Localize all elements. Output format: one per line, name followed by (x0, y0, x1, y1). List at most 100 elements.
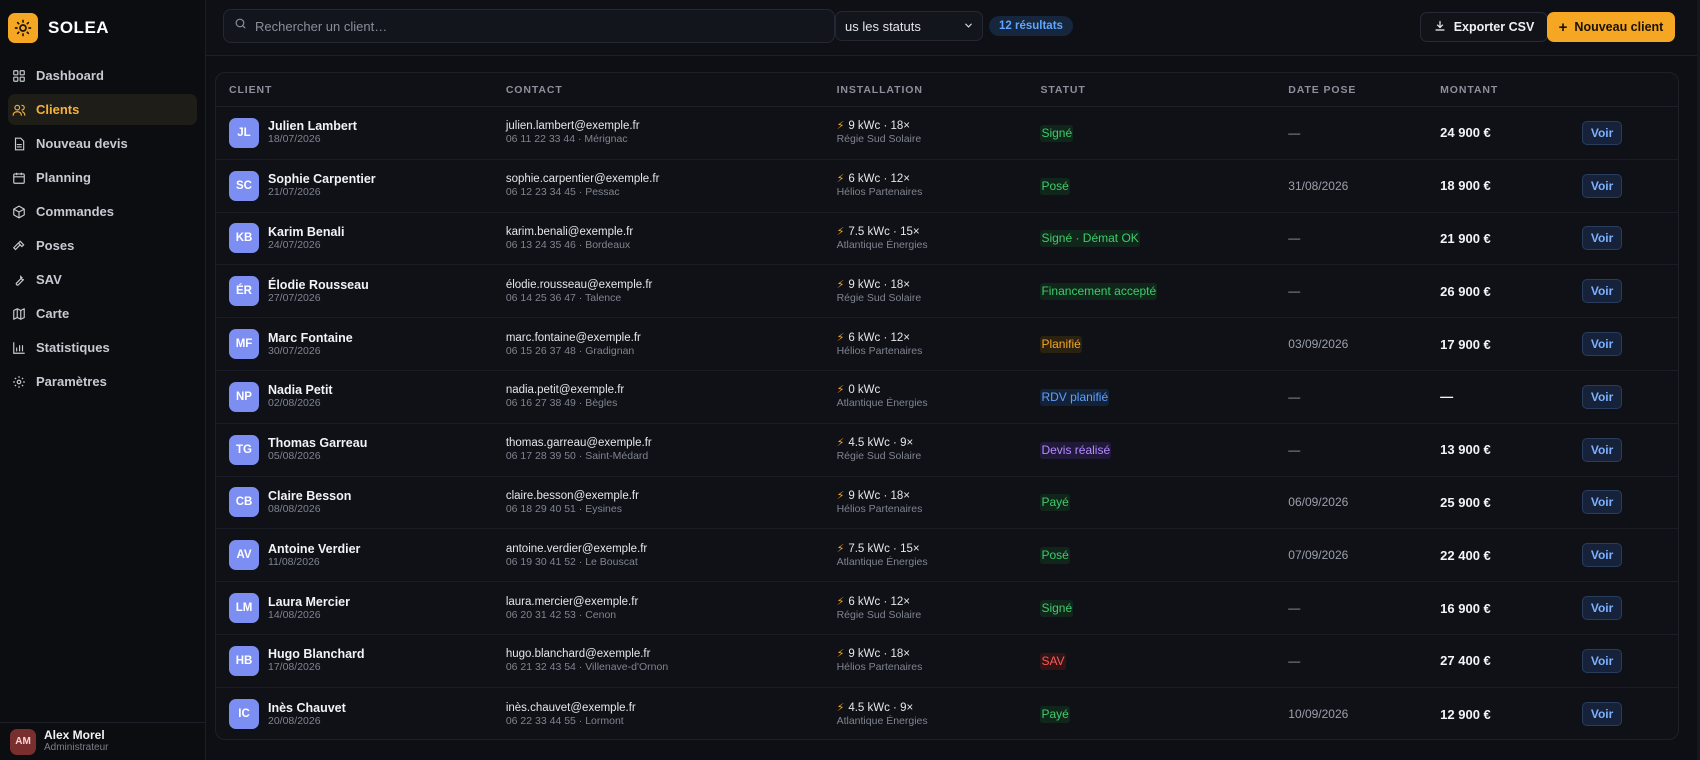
date-pose: — (1288, 442, 1301, 457)
bolt-icon: ⚡ (836, 489, 845, 502)
sidebar-item-carte[interactable]: Carte (8, 298, 197, 329)
client-cell: LM Laura Mercier 14/08/2026 (216, 593, 506, 624)
table-row[interactable]: MF Marc Fontaine 30/07/2026 marc.fontaine@e… (216, 318, 1678, 371)
sidebar-item-statistiques[interactable]: Statistiques (8, 332, 197, 363)
client-avatar: HB (229, 645, 259, 676)
client-date: 18/07/2026 (268, 133, 321, 146)
sidebar-item-planning[interactable]: Planning (8, 162, 197, 193)
table-row[interactable]: HB Hugo Blanchard 17/08/2026 hugo.blanchard… (216, 635, 1678, 688)
client-avatar: LM (229, 593, 259, 624)
client-email: karim.benali@exemple.fr (505, 225, 634, 238)
sidebar-item-commandes[interactable]: Commandes (8, 196, 197, 227)
search-input[interactable] (255, 18, 655, 34)
sidebar-item-nouveau-devis[interactable]: Nouveau devis (8, 128, 197, 159)
installer-name: Atlantique Énergies (836, 555, 928, 568)
amount: 27 400 € (1440, 653, 1491, 669)
date-pose: 03/09/2026 (1288, 337, 1349, 352)
table-row[interactable]: AV Antoine Verdier 11/08/2026 antoine.verdi… (216, 529, 1678, 583)
table-row[interactable]: NP Nadia Petit 02/08/2026 nadia.petit@exemp… (216, 371, 1678, 424)
sidebar-item-label: Nouveau devis (36, 136, 128, 151)
client-date: 17/08/2026 (268, 661, 321, 674)
bolt-icon: ⚡ (836, 120, 845, 133)
sidebar-item-dashboard[interactable]: Dashboard (8, 60, 197, 91)
scrollbar-track[interactable] (1697, 0, 1700, 760)
col-date-pose[interactable]: DATE POSE (1288, 83, 1357, 96)
status-cell: Posé (1040, 546, 1288, 565)
table-row[interactable]: TG Thomas Garreau 05/08/2026 thomas.garreau… (216, 424, 1678, 477)
view-button[interactable]: Voir (1582, 173, 1623, 198)
new-client-button[interactable]: + Nouveau client (1547, 12, 1675, 42)
action-cell: Voir (1582, 226, 1678, 251)
action-cell: Voir (1582, 120, 1678, 145)
table-row[interactable]: JL Julien Lambert 18/07/2026 julien.lambert… (216, 107, 1678, 160)
hammer-icon (10, 239, 26, 253)
sidebar-item-label: Carte (36, 306, 70, 321)
view-button[interactable]: Voir (1582, 702, 1623, 727)
status-cell: Signé (1040, 124, 1288, 142)
client-email: thomas.garreau@exemple.fr (505, 437, 652, 450)
action-cell: Voir (1582, 596, 1678, 621)
client-avatar: ÉR (229, 276, 259, 307)
table-row[interactable]: CB Claire Besson 08/08/2026 claire.besson@e… (216, 477, 1678, 530)
view-button[interactable]: Voir (1582, 490, 1623, 515)
client-date: 02/08/2026 (268, 397, 321, 410)
client-phone: 06 14 25 36 47 · Talence (505, 291, 622, 304)
col-contact[interactable]: CONTACT (505, 83, 563, 96)
client-name: Nadia Petit (268, 383, 333, 398)
file-icon (10, 137, 26, 151)
table-row[interactable]: LM Laura Mercier 14/08/2026 laura.mercier@e… (216, 582, 1678, 635)
view-button[interactable]: Voir (1582, 384, 1623, 409)
user-profile[interactable]: AM Alex Morel Administrateur (0, 722, 205, 760)
amount: 16 900 € (1440, 600, 1491, 616)
view-button[interactable]: Voir (1582, 543, 1623, 568)
installer-name: Atlantique Énergies (836, 238, 928, 251)
client-email: laura.mercier@exemple.fr (505, 595, 639, 608)
installation-power: 7.5 kWc · 15× (848, 225, 920, 238)
status-cell: Devis réalisé (1040, 441, 1288, 459)
table-row[interactable]: SC Sophie Carpentier 21/07/2026 sophie.carp… (216, 160, 1678, 213)
export-csv-button[interactable]: Exporter CSV (1420, 12, 1548, 42)
client-date: 08/08/2026 (268, 502, 321, 515)
client-cell: SC Sophie Carpentier 21/07/2026 (216, 170, 506, 201)
table-row[interactable]: KB Karim Benali 24/07/2026 karim.benali@exe… (216, 213, 1678, 266)
client-avatar: SC (229, 170, 259, 201)
client-date: 20/08/2026 (268, 714, 321, 727)
status-cell: Payé (1040, 705, 1288, 724)
date-pose: 07/09/2026 (1288, 548, 1349, 563)
search-box[interactable] (223, 9, 835, 43)
plus-icon: + (1558, 18, 1568, 36)
client-cell: HB Hugo Blanchard 17/08/2026 (216, 645, 506, 676)
client-date: 11/08/2026 (268, 555, 320, 568)
client-date: 30/07/2026 (268, 344, 321, 357)
brand: SOLEA (0, 0, 205, 56)
client-avatar: IC (229, 699, 259, 730)
view-button[interactable]: Voir (1582, 279, 1623, 304)
amount: 24 900 € (1440, 125, 1491, 141)
sidebar-item-clients[interactable]: Clients (8, 94, 197, 125)
sidebar-item-parametres[interactable]: Paramètres (8, 366, 197, 397)
view-button[interactable]: Voir (1582, 226, 1623, 251)
sidebar: SOLEA Dashboard Clients Nouveau devis Plann… (0, 0, 206, 760)
sidebar-item-sav[interactable]: SAV (8, 264, 197, 295)
contact-cell: karim.benali@exemple.fr 06 13 24 35 46 · … (506, 225, 837, 252)
view-button[interactable]: Voir (1582, 648, 1623, 673)
view-button[interactable]: Voir (1582, 332, 1623, 357)
view-button[interactable]: Voir (1582, 120, 1623, 145)
table-row[interactable]: ÉR Élodie Rousseau 27/07/2026 élodie.rousse… (216, 265, 1678, 319)
col-montant[interactable]: MONTANT (1440, 83, 1499, 96)
view-button[interactable]: Voir (1582, 596, 1623, 621)
users-icon (10, 103, 26, 117)
user-role: Administrateur (44, 742, 109, 753)
sidebar-item-poses[interactable]: Poses (8, 230, 197, 261)
status-cell: Planifié (1040, 335, 1288, 354)
col-statut[interactable]: STATUT (1040, 83, 1086, 96)
client-email: sophie.carpentier@exemple.fr (505, 173, 660, 186)
status-cell: Payé (1040, 493, 1288, 512)
col-client[interactable]: CLIENT (229, 83, 273, 96)
col-installation[interactable]: INSTALLATION (836, 83, 923, 96)
client-phone: 06 17 28 39 50 · Saint-Médard (505, 450, 649, 463)
view-button[interactable]: Voir (1582, 437, 1623, 462)
status-filter-select[interactable]: us les statuts (835, 11, 983, 41)
status-badge: Devis réalisé (1040, 441, 1112, 459)
table-row[interactable]: IC Inès Chauvet 20/08/2026 inès.chauvet@exe… (216, 688, 1678, 739)
